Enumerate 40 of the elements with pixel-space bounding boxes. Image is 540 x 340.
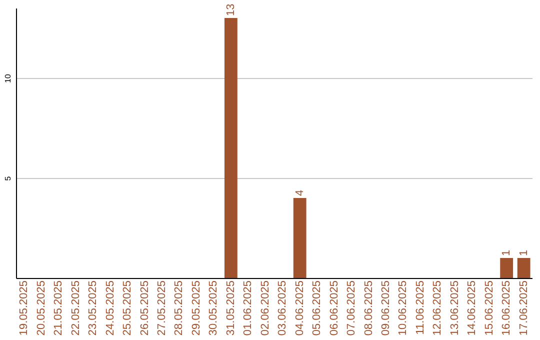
x-tick-label: 15.06.2025 <box>483 280 496 336</box>
x-tick-label: 10.06.2025 <box>397 280 410 336</box>
x-tick-label: 07.06.2025 <box>346 280 358 336</box>
x-tick-label: 01.06.2025 <box>242 280 254 336</box>
x-tick-label: 05.06.2025 <box>311 280 324 336</box>
x-tick-label: 04.06.2025 <box>294 280 306 336</box>
x-tick-label: 19.05.2025 <box>18 280 30 336</box>
x-tick-label: 11.06.2025 <box>414 280 426 335</box>
x-tick-label: 14.06.2025 <box>466 280 478 336</box>
x-tick-label: 16.06.2025 <box>500 280 513 336</box>
data-label: 1 <box>518 250 530 256</box>
x-tick-label: 28.05.2025 <box>173 280 186 336</box>
x-tick-label: 02.06.2025 <box>259 280 272 336</box>
x-tick-label: 29.05.2025 <box>190 280 202 336</box>
x-tick-label: 21.05.2025 <box>52 280 65 336</box>
x-tick-label: 12.06.2025 <box>432 280 444 336</box>
x-tick-label: 31.05.2025 <box>224 280 237 336</box>
x-tick-label: 13.06.2025 <box>448 280 461 336</box>
data-label: 4 <box>294 190 306 196</box>
x-tick-label: 17.06.2025 <box>518 280 530 336</box>
data-label: 1 <box>500 250 513 256</box>
x-tick-label: 27.05.2025 <box>156 280 168 336</box>
x-tick-label: 09.06.2025 <box>380 280 392 336</box>
x-tick-label: 30.05.2025 <box>208 280 220 336</box>
x-tick-label: 06.06.2025 <box>328 280 340 336</box>
x-tick-label: 20.05.2025 <box>35 280 48 336</box>
y-tick-label: 5 <box>4 176 12 181</box>
x-tick-label: 22.05.2025 <box>70 280 82 336</box>
x-tick-label: 26.05.2025 <box>138 280 151 336</box>
y-tick-label: 10 <box>4 74 12 83</box>
bar <box>293 198 306 278</box>
data-label: 13 <box>224 4 237 16</box>
bar <box>517 258 530 278</box>
bar <box>500 258 514 278</box>
x-tick-label: 23.05.2025 <box>87 280 100 336</box>
x-tick-label: 25.05.2025 <box>122 280 134 336</box>
x-tick-label: 24.05.2025 <box>104 280 116 336</box>
bar <box>224 18 238 278</box>
x-tick-label: 08.06.2025 <box>362 280 375 336</box>
x-tick-label: 03.06.2025 <box>276 280 289 336</box>
